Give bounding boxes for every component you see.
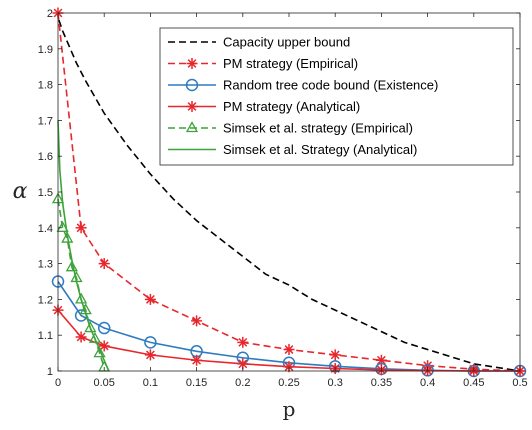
y-tick-label: 1.8 [38,80,53,92]
series-4-point [191,354,203,366]
legend-box [159,27,514,166]
y-tick-label: 1.7 [38,115,53,127]
legend-item-4: PM strategy (Analytical) [168,99,360,114]
y-tick-label: 1.3 [38,259,53,271]
legend-marker [186,58,198,69]
x-tick-label: 0.2 [235,377,250,389]
series-2-point [98,258,110,270]
x-tick-label: 0.05 [93,377,114,389]
x-tick-label: 0.1 [143,377,158,389]
legend-label: Simsek et al. strategy (Empirical) [223,121,413,136]
legend: Capacity upper bound PM strategy (Empiric… [159,27,514,166]
y-tick-label: 1.4 [38,223,53,235]
legend-item-6: Simsek et al. Strategy (Analytical) [168,142,417,157]
series-2-point [191,315,203,327]
legend-item-2: PM strategy (Empirical) [168,56,358,71]
series-3-point [144,336,157,349]
legend-label: Simsek et al. Strategy (Analytical) [223,142,417,157]
series-2-point [144,293,156,305]
x-tick-label: 0.4 [420,377,435,389]
x-axis-label: p [283,397,296,421]
series-4-point [144,349,156,361]
series-layer [51,7,527,378]
series-2-point [329,349,341,361]
series-5-point [84,321,97,333]
series-4-point [98,340,110,352]
x-tick-label: 0.45 [463,377,484,389]
series-5-point [88,331,102,343]
legend-label: PM strategy (Analytical) [223,99,360,114]
legend-marker [185,121,199,133]
series-5-point [61,231,74,243]
series-6-line [57,120,110,372]
y-tick-label: 1.6 [38,151,53,163]
legend-marker [186,101,198,112]
series-4-point [75,331,87,343]
series-5-point [93,346,106,358]
y-axis-label: α [13,179,28,204]
x-tick-label: 0.25 [278,377,299,389]
y-tick-label: 1.9 [38,44,53,56]
series-5-point [65,260,78,272]
series-3-point [97,321,111,335]
series-2-point [283,344,295,356]
series-2-point [75,222,87,234]
series-5-point [56,220,69,232]
series-5-point [74,292,88,304]
axes-layer: 0 0.05 0.1 0.15 0.2 0.25 0.3 0.35 0.4 0.45 0.5 1 1.1… [38,8,528,389]
legend-item-5: Simsek et al. strategy (Empirical) [168,121,413,136]
series-2-line [57,12,521,372]
legend-item-1: Capacity upper bound [168,35,350,50]
y-tick-label: 1.1 [38,330,53,342]
x-tick-label: 0 [55,377,61,389]
legend-label: Capacity upper bound [223,35,350,50]
legend-label: PM strategy (Empirical) [223,56,358,71]
y-tick-label: 2 [47,8,53,20]
y-tick-label: 1.2 [38,294,53,306]
y-tick-label: 1.5 [38,187,53,199]
y-tick-label: 1 [47,366,53,378]
series-6 [57,120,110,372]
legend-marker [185,78,199,92]
x-tick-label: 0.35 [371,377,392,389]
legend-label: Random tree code bound (Existence) [223,78,438,93]
x-tick-label: 0.15 [186,377,207,389]
legend-item-3: Random tree code bound (Existence) [168,78,438,93]
series-2-point [237,336,249,348]
x-tick-label: 0.5 [512,377,527,389]
x-tick-label: 0.3 [328,377,343,389]
